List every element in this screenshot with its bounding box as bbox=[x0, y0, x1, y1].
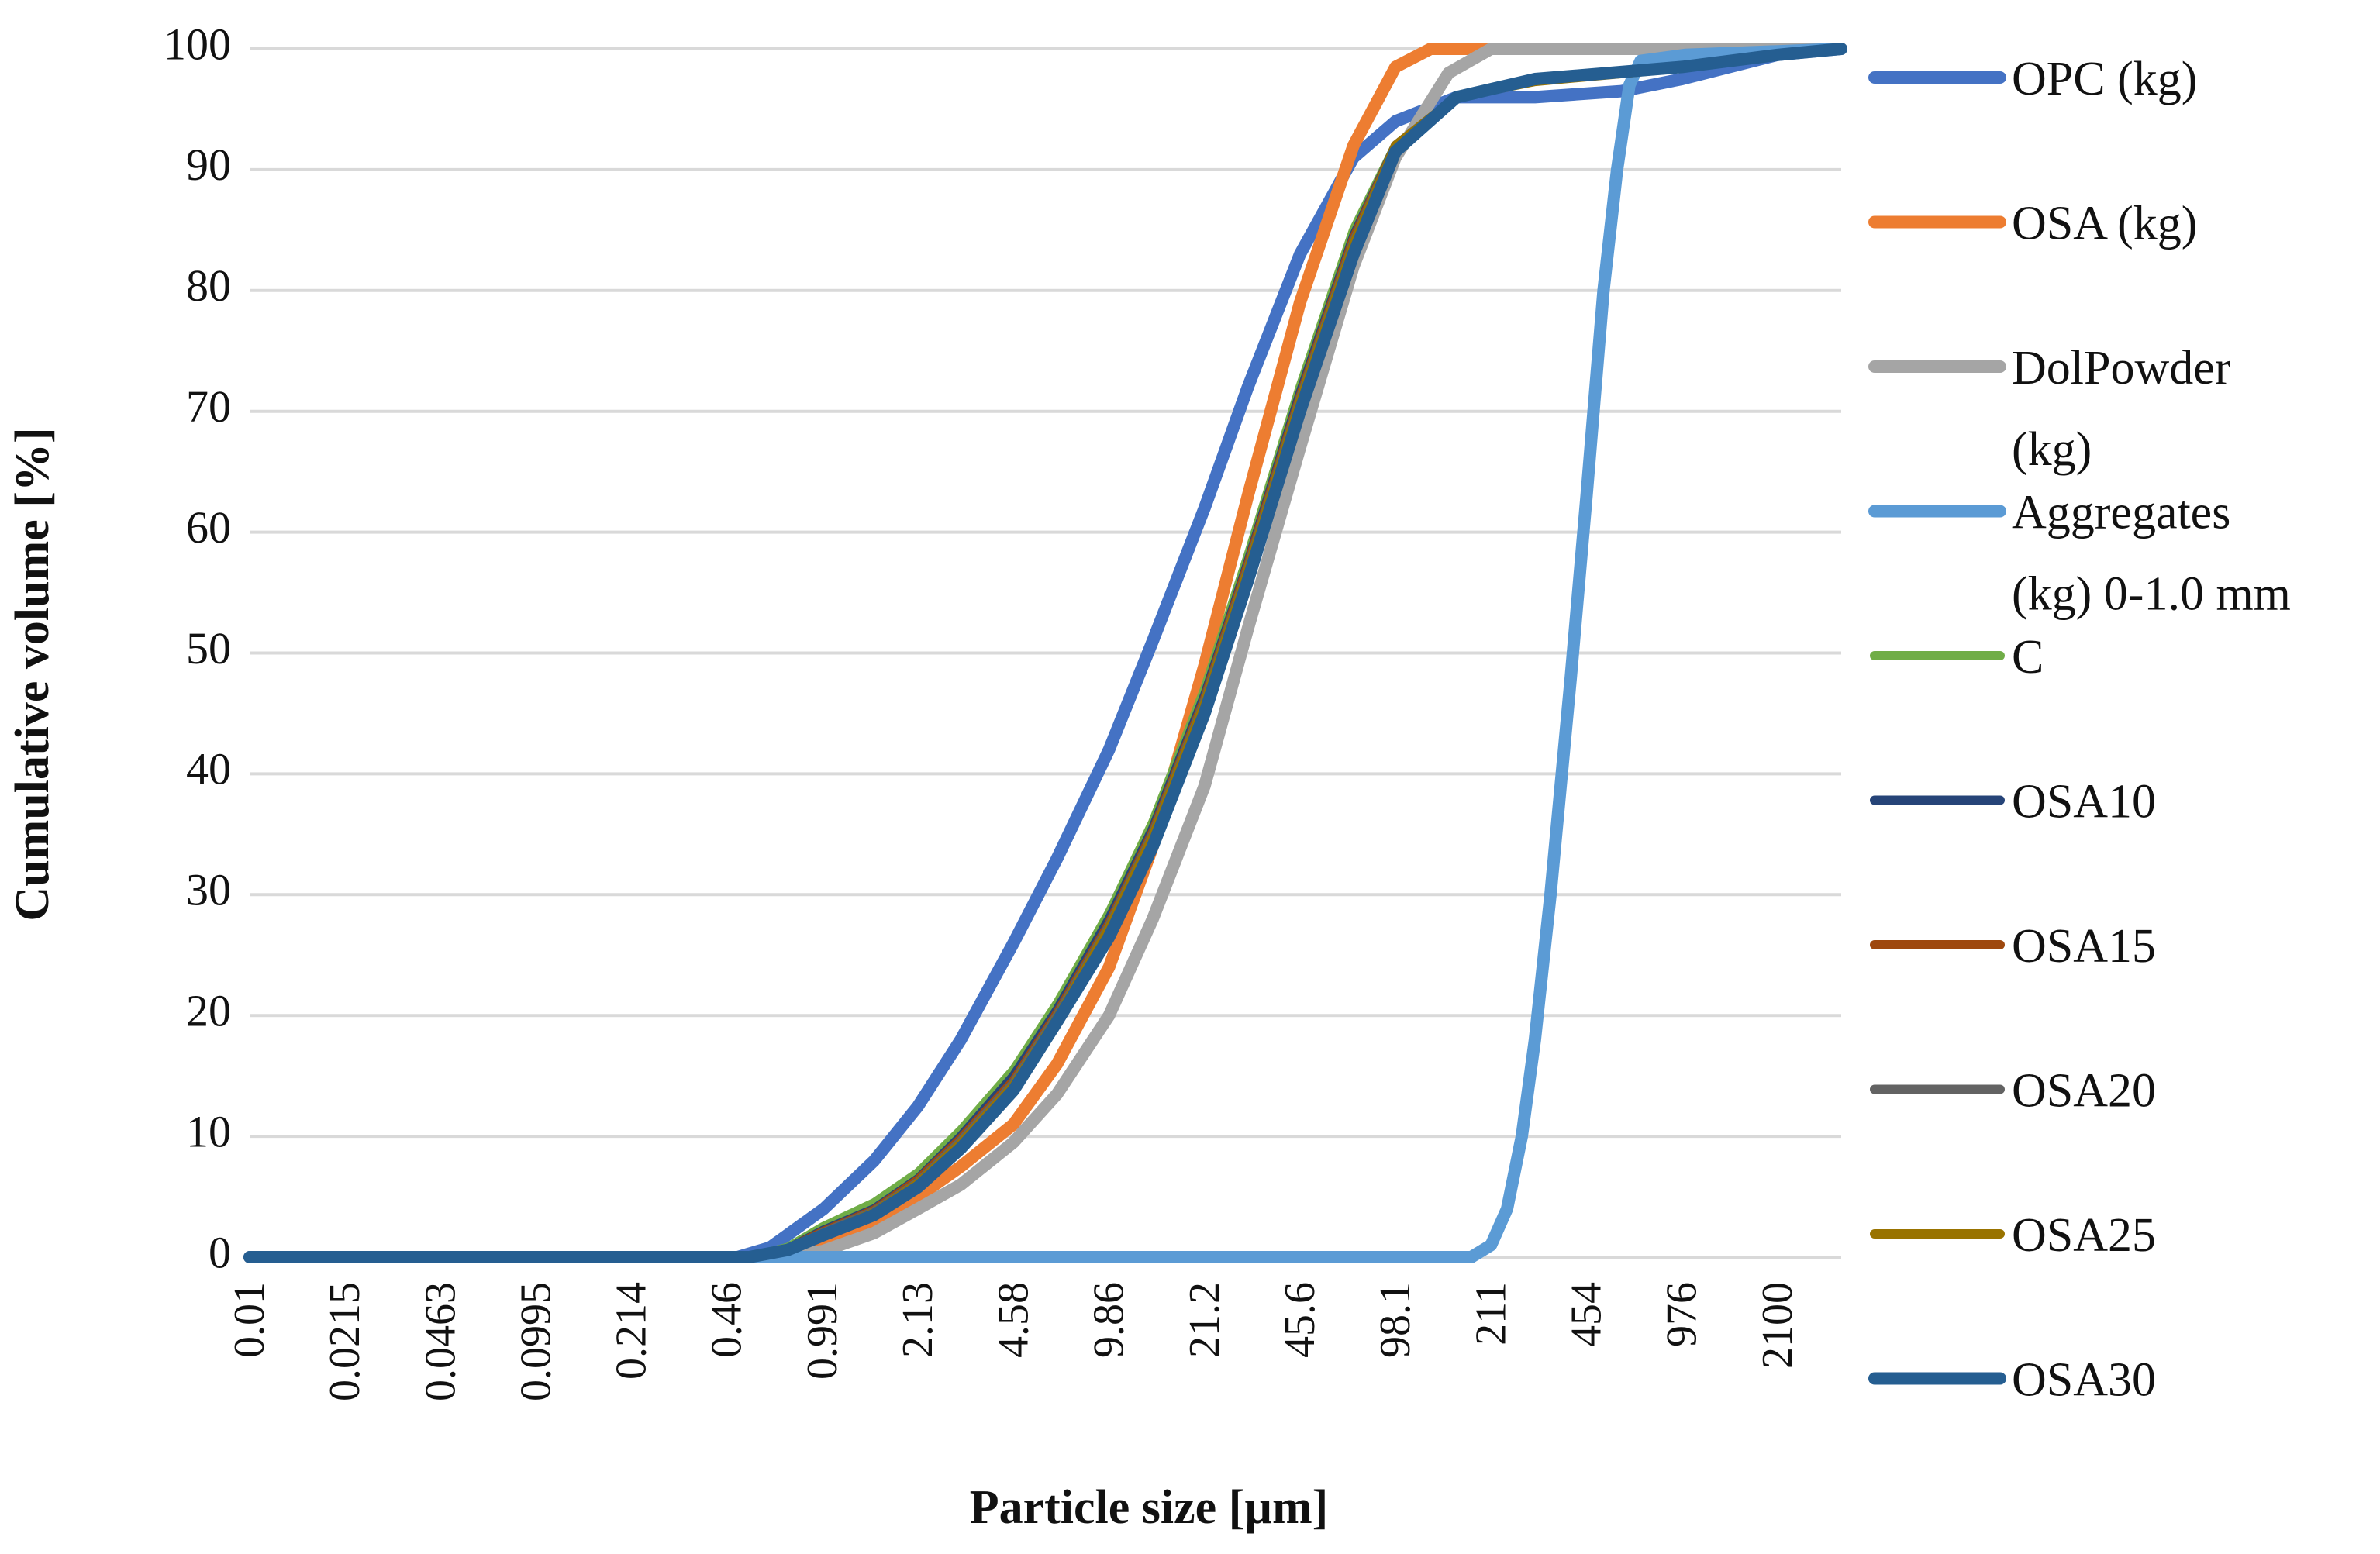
y-tick-label: 80 bbox=[186, 260, 231, 311]
legend-label: OSA15 bbox=[2012, 920, 2156, 973]
x-axis-title: Particle size [µm] bbox=[970, 1481, 1329, 1534]
legend-label: (kg) bbox=[2012, 423, 2092, 476]
x-tick-label: 0.0995 bbox=[512, 1282, 560, 1401]
x-tick-label: 454 bbox=[1563, 1282, 1611, 1347]
x-tick-label: 976 bbox=[1658, 1282, 1706, 1347]
y-tick-label: 60 bbox=[186, 502, 231, 553]
x-tick-label: 4.58 bbox=[989, 1282, 1037, 1358]
y-tick-label: 0 bbox=[209, 1227, 231, 1277]
y-tick-label: 30 bbox=[186, 865, 231, 915]
legend-label: C bbox=[2012, 631, 2044, 684]
x-tick-label: 0.0215 bbox=[321, 1282, 369, 1401]
legend-label: OSA25 bbox=[2012, 1209, 2156, 1262]
x-tick-label: 2.13 bbox=[894, 1282, 942, 1358]
y-tick-label: 40 bbox=[186, 744, 231, 794]
series-line-opc-kg- bbox=[243, 43, 1847, 1263]
legend-label: OPC (kg) bbox=[2012, 53, 2197, 105]
x-tick-label: 98.1 bbox=[1371, 1282, 1419, 1358]
legend-label: DolPowder bbox=[2012, 342, 2231, 395]
x-tick-label: 2100 bbox=[1754, 1282, 1802, 1369]
y-tick-label: 90 bbox=[186, 140, 231, 190]
legend-label: (kg) 0-1.0 mm bbox=[2012, 568, 2291, 621]
y-tick-label: 70 bbox=[186, 381, 231, 432]
legend-label: OSA (kg) bbox=[2012, 198, 2197, 250]
x-tick-label: 9.86 bbox=[1085, 1282, 1133, 1358]
legend-label: OSA30 bbox=[2012, 1354, 2156, 1407]
gridlines bbox=[250, 47, 1841, 1259]
y-tick-label: 20 bbox=[186, 986, 231, 1036]
legend-label: Aggregates bbox=[2012, 487, 2230, 539]
x-tick-label: 0.0463 bbox=[416, 1282, 464, 1401]
series-line-osa30 bbox=[243, 43, 1847, 1263]
series-lines bbox=[243, 43, 1847, 1263]
x-tick-label: 211 bbox=[1467, 1282, 1515, 1346]
y-tick-label: 10 bbox=[186, 1106, 231, 1156]
x-tick-label: 21.2 bbox=[1181, 1282, 1229, 1358]
y-axis-title: Cumulative volume [%] bbox=[6, 427, 59, 921]
x-axis-ticks: 0.01 0.0215 0.0463 0.0995 0.214 0.46 0.991 2.13… bbox=[226, 1282, 1802, 1401]
legend-label: OSA10 bbox=[2012, 776, 2156, 829]
legend-label: OSA20 bbox=[2012, 1065, 2156, 1118]
legend: OPC (kg) OSA (kg) DolPowder (kg) Aggregates (… bbox=[1868, 53, 2291, 1407]
y-tick-label: 50 bbox=[186, 623, 231, 674]
y-tick-label: 100 bbox=[164, 19, 231, 69]
x-tick-label: 0.214 bbox=[608, 1282, 656, 1380]
x-tick-label: 0.01 bbox=[226, 1282, 274, 1358]
y-axis-ticks: 0 10 20 30 40 50 60 70 80 90 100 bbox=[164, 19, 231, 1277]
x-tick-label: 0.46 bbox=[703, 1282, 751, 1358]
x-tick-label: 0.991 bbox=[799, 1282, 847, 1380]
x-tick-label: 45.6 bbox=[1276, 1282, 1324, 1358]
